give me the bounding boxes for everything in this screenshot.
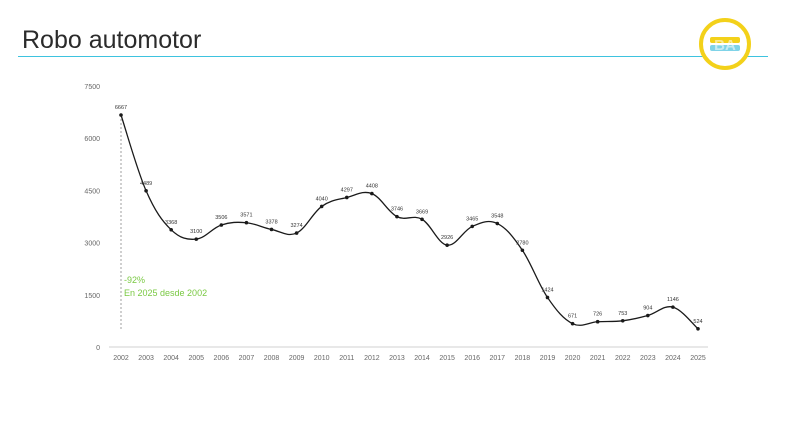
x-tick-label: 2015: [439, 355, 455, 362]
x-tick-label: 2011: [339, 355, 354, 362]
data-point: [194, 237, 199, 241]
data-labels: 6667 4489 3368 3100 3506 3571 3378 3274 4040 4297…: [115, 105, 703, 325]
data-point: [294, 231, 299, 235]
data-label: 3746: [391, 207, 403, 213]
page-title: Robo automotor: [22, 26, 202, 54]
data-point: [470, 224, 475, 229]
data-label: 3548: [491, 214, 503, 220]
data-label: 1424: [541, 287, 553, 293]
data-label: 3669: [416, 209, 428, 215]
y-axis: 0 1500 3000 4500 6000 7500: [84, 84, 100, 352]
data-label: 3571: [240, 213, 252, 219]
x-tick-label: 2020: [565, 355, 581, 362]
data-point: [119, 113, 123, 117]
annotation-percent: -92%: [124, 275, 145, 285]
data-label: 3506: [215, 215, 227, 221]
x-tick-label: 2017: [490, 355, 506, 362]
data-point: [646, 313, 650, 318]
x-tick-label: 2013: [389, 355, 405, 362]
x-tick-label: 2003: [138, 355, 154, 362]
data-label: 4489: [140, 181, 152, 187]
ba-logo-icon: BA: [699, 18, 751, 70]
data-point: [495, 221, 500, 226]
data-point: [244, 220, 249, 225]
data-point: [620, 318, 625, 323]
data-point: [420, 217, 424, 222]
data-label: 4040: [316, 196, 328, 202]
data-label: 1146: [667, 297, 679, 303]
y-tick-label: 3000: [84, 241, 100, 248]
x-tick-label: 2002: [113, 355, 129, 362]
data-label: 3378: [265, 219, 277, 225]
data-point: [696, 326, 700, 331]
data-point: [344, 195, 349, 200]
data-label: 3100: [190, 229, 202, 235]
data-label: 3465: [466, 216, 478, 222]
data-label: 3368: [165, 220, 177, 226]
x-tick-label: 2021: [590, 355, 606, 362]
x-tick-label: 2006: [214, 355, 230, 362]
x-tick-label: 2019: [540, 355, 556, 362]
x-tick-label: 2023: [640, 355, 656, 362]
logo-ring: [699, 18, 751, 70]
y-tick-label: 7500: [84, 84, 100, 91]
data-point: [671, 305, 675, 309]
data-label: 2780: [516, 240, 528, 246]
data-label: 3274: [290, 223, 302, 229]
x-tick-label: 2010: [314, 355, 330, 362]
data-label: 6667: [115, 105, 127, 111]
data-point: [370, 191, 374, 196]
logo-text: BA: [714, 37, 736, 54]
data-point: [545, 295, 550, 300]
x-tick-label: 2018: [515, 355, 531, 362]
x-tick-label: 2016: [464, 355, 480, 362]
y-tick-label: 4500: [84, 188, 100, 195]
x-tick-label: 2005: [188, 355, 204, 362]
x-tick-label: 2014: [414, 355, 430, 362]
data-point: [595, 319, 600, 324]
data-label: 726: [593, 312, 602, 318]
series-robo-automotor: [120, 114, 699, 330]
x-tick-label: 2008: [264, 355, 280, 362]
data-point: [520, 248, 525, 253]
data-label: 2926: [441, 235, 453, 241]
data-label: 524: [693, 319, 702, 325]
x-tick-label: 2025: [690, 355, 706, 362]
data-label: 4408: [366, 184, 378, 190]
x-tick-label: 2007: [239, 355, 255, 362]
x-tick-label: 2024: [665, 355, 681, 362]
data-point: [319, 204, 324, 209]
data-point: [269, 227, 274, 232]
data-point: [144, 188, 148, 193]
y-tick-label: 1500: [84, 293, 100, 300]
data-label: 904: [643, 306, 652, 312]
data-point: [570, 321, 575, 326]
data-label: 671: [568, 314, 577, 320]
x-tick-label: 2004: [163, 355, 179, 362]
data-point: [445, 243, 449, 247]
data-point: [169, 227, 173, 232]
data-points: [119, 113, 700, 331]
x-tick-label: 2022: [615, 355, 631, 362]
series-line: [120, 114, 699, 330]
title-underline: [18, 56, 768, 57]
x-tick-label: 2009: [289, 355, 305, 362]
data-point: [395, 214, 399, 219]
x-axis: 2002 2003 2004 2005 2006 2007 2008 2009 2010 2011…: [109, 346, 708, 362]
data-point: [219, 223, 224, 227]
y-tick-label: 6000: [84, 136, 100, 143]
annotation-caption: En 2025 desde 2002: [124, 288, 207, 298]
data-label: 753: [618, 311, 627, 317]
data-label: 4297: [341, 187, 353, 193]
y-tick-label: 0: [96, 345, 100, 352]
x-tick-label: 2012: [364, 355, 380, 362]
